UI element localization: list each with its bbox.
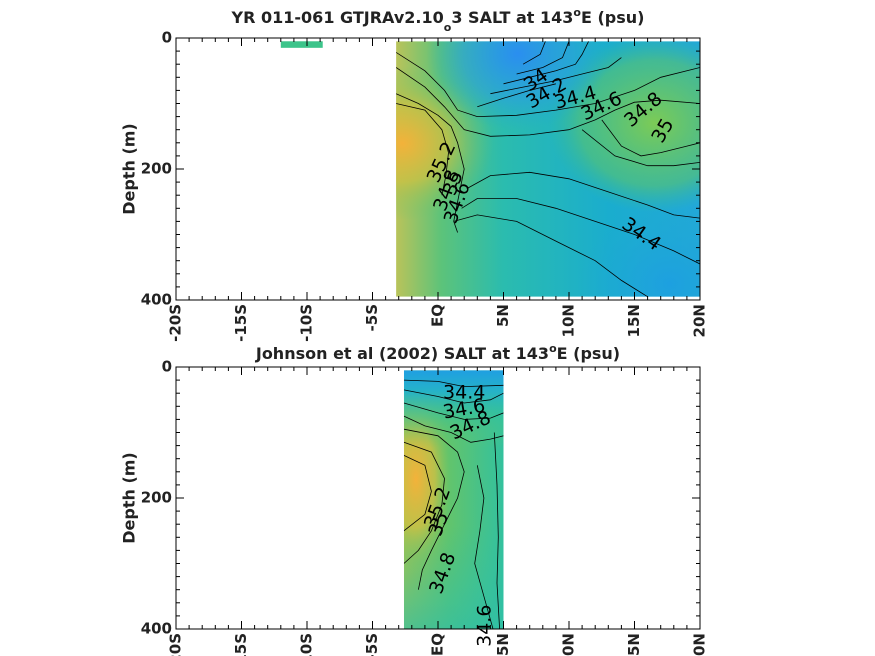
x-tick-label: 20N	[691, 633, 709, 656]
chart-title: Johnson et al (2002) SALT at 143oE (psu)	[255, 342, 620, 363]
contour-line	[516, 41, 570, 75]
salinity-shade	[403, 370, 504, 629]
x-tick-label: -20S	[167, 633, 185, 656]
contour-line	[403, 441, 445, 564]
contour-line	[477, 83, 556, 108]
chart-title-sub: o	[444, 21, 452, 34]
y-axis-label: Depth (m)	[120, 123, 139, 215]
y-tick-label: 0	[162, 358, 172, 376]
chart-title-main: Johnson et al (2002) SALT at 143	[255, 344, 549, 363]
contour-line	[474, 465, 494, 629]
contour-label: 34.4	[443, 382, 485, 404]
x-tick-label: 20N	[691, 304, 709, 337]
chart-title-end: E (psu)	[557, 344, 621, 363]
contour-label: 34.6	[474, 605, 496, 647]
salinity-field	[403, 370, 504, 629]
x-tick-label: 15N	[625, 633, 643, 656]
contour-line	[403, 379, 504, 388]
contour-line	[466, 171, 700, 219]
chart-title-end: E (psu)	[581, 8, 645, 27]
chart-title-main: YR 011-061 GTJRAv2.10	[231, 8, 444, 27]
y-tick-label: 200	[141, 489, 172, 507]
x-tick-label: EQ	[429, 633, 447, 656]
contour-line	[396, 52, 700, 118]
contour-line	[581, 129, 700, 167]
y-tick-label: 400	[141, 291, 172, 309]
contour-line	[522, 41, 546, 65]
contour-line	[396, 67, 700, 137]
x-tick-label: 10N	[560, 304, 578, 337]
contour-line	[396, 93, 465, 233]
contour-line	[396, 103, 449, 196]
x-tick-label: -5S	[363, 304, 381, 331]
chart-title-sup: o	[549, 342, 557, 355]
contour-line	[453, 214, 648, 297]
x-tick-label: 15N	[625, 304, 643, 337]
chart-title: YR 011-061 GTJRAv2.10o3 SALT at 143oE (p…	[231, 6, 645, 34]
y-axis-label: Depth (m)	[120, 452, 139, 544]
chart-panel-2: Johnson et al (2002) SALT at 143oE (psu)…	[120, 342, 709, 656]
x-tick-label: -20S	[167, 304, 185, 342]
x-tick-label: 5N	[494, 304, 512, 327]
contour-line	[403, 415, 504, 443]
x-tick-label: -15S	[232, 633, 250, 656]
x-tick-label: -10S	[298, 633, 316, 656]
contour-line	[403, 402, 504, 420]
x-tick-label: -5S	[363, 633, 381, 656]
contour-line	[490, 57, 622, 95]
contour-line	[601, 119, 700, 157]
contour-line	[403, 389, 504, 404]
chart-title-sup: o	[573, 6, 581, 19]
y-tick-label: 400	[141, 620, 172, 638]
chart-title-rest: 3 SALT at 143	[451, 8, 573, 27]
y-tick-label: 200	[141, 160, 172, 178]
contour-line	[403, 428, 465, 590]
contour-line	[403, 455, 432, 532]
x-tick-label: 10N	[560, 633, 578, 656]
x-tick-label: EQ	[429, 304, 447, 327]
y-tick-label: 0	[162, 29, 172, 47]
chart-panel-1: YR 011-061 GTJRAv2.10o3 SALT at 143oE (p…	[120, 6, 709, 342]
contour-line	[503, 41, 589, 85]
x-tick-label: -15S	[232, 304, 250, 342]
salinity-patch	[280, 41, 323, 48]
contour-line	[493, 432, 500, 629]
contour-line	[461, 198, 700, 265]
x-tick-label: -10S	[298, 304, 316, 342]
x-tick-label: 5N	[494, 633, 512, 656]
salinity-field	[396, 41, 700, 297]
